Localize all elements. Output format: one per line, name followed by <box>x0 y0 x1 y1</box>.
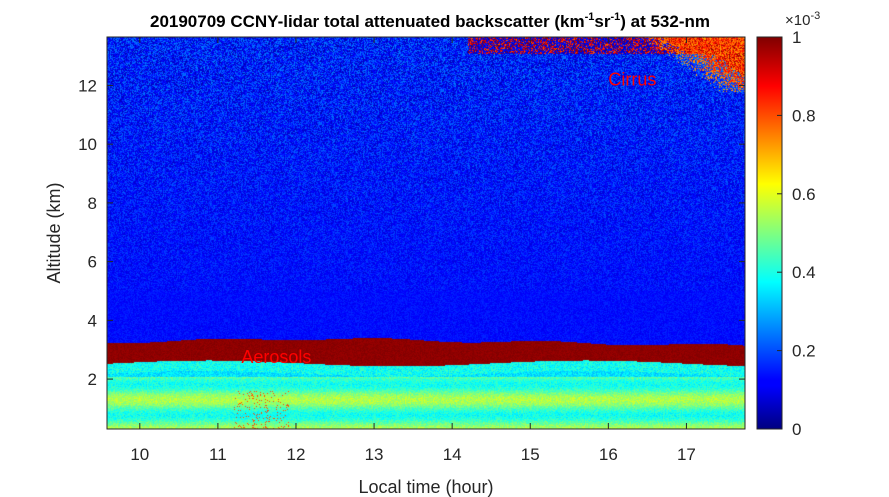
y-tick-label: 10 <box>78 135 97 154</box>
annotation-label: Aerosols <box>241 347 311 367</box>
x-tick-label: 13 <box>365 445 384 464</box>
colorbar-tick-label: 0 <box>792 420 801 439</box>
x-tick-label: 17 <box>677 445 696 464</box>
x-tick-label: 15 <box>521 445 540 464</box>
x-tick-label: 16 <box>599 445 618 464</box>
x-tick-label: 14 <box>443 445 462 464</box>
colorbar-ticks: 0 0.2 0.4 0.6 0.8 1 <box>777 28 816 439</box>
colorbar-scale-factor: ×10-3 <box>785 10 820 29</box>
y-axis-label: Altitude (km) <box>44 182 64 283</box>
colorbar-tick-label: 0.4 <box>792 263 816 282</box>
x-axis: 10 11 12 13 14 15 16 17 <box>130 37 696 464</box>
heatmap-image <box>107 37 745 429</box>
colorbar-tick-label: 0.2 <box>792 342 816 361</box>
colorbar-tick-label: 1 <box>792 28 801 47</box>
annotations: Aerosols Cirrus <box>241 70 656 367</box>
x-tick-label: 12 <box>287 445 306 464</box>
colorbar-gradient <box>756 36 783 430</box>
x-tick-label: 10 <box>130 445 149 464</box>
colorbar-tick-label: 0.8 <box>792 106 816 125</box>
y-tick-label: 4 <box>88 311 97 330</box>
x-axis-label: Local time (hour) <box>358 477 493 497</box>
y-tick-label: 6 <box>88 253 97 272</box>
colorbar: 0 0.2 0.4 0.6 0.8 1 ×10-3 <box>756 10 820 439</box>
y-tick-label: 12 <box>78 76 97 95</box>
y-tick-label: 2 <box>88 370 97 389</box>
chart-title: 20190709 CCNY-lidar total attenuated bac… <box>150 11 710 31</box>
x-tick-label: 11 <box>209 445 227 464</box>
plot-border <box>106 36 746 430</box>
colorbar-tick-label: 0.6 <box>792 185 816 204</box>
y-tick-label: 8 <box>88 194 97 213</box>
y-axis: 2 4 6 8 10 12 <box>78 76 745 389</box>
annotation-label: Cirrus <box>608 70 656 90</box>
heatmap-plot-area <box>106 36 746 430</box>
